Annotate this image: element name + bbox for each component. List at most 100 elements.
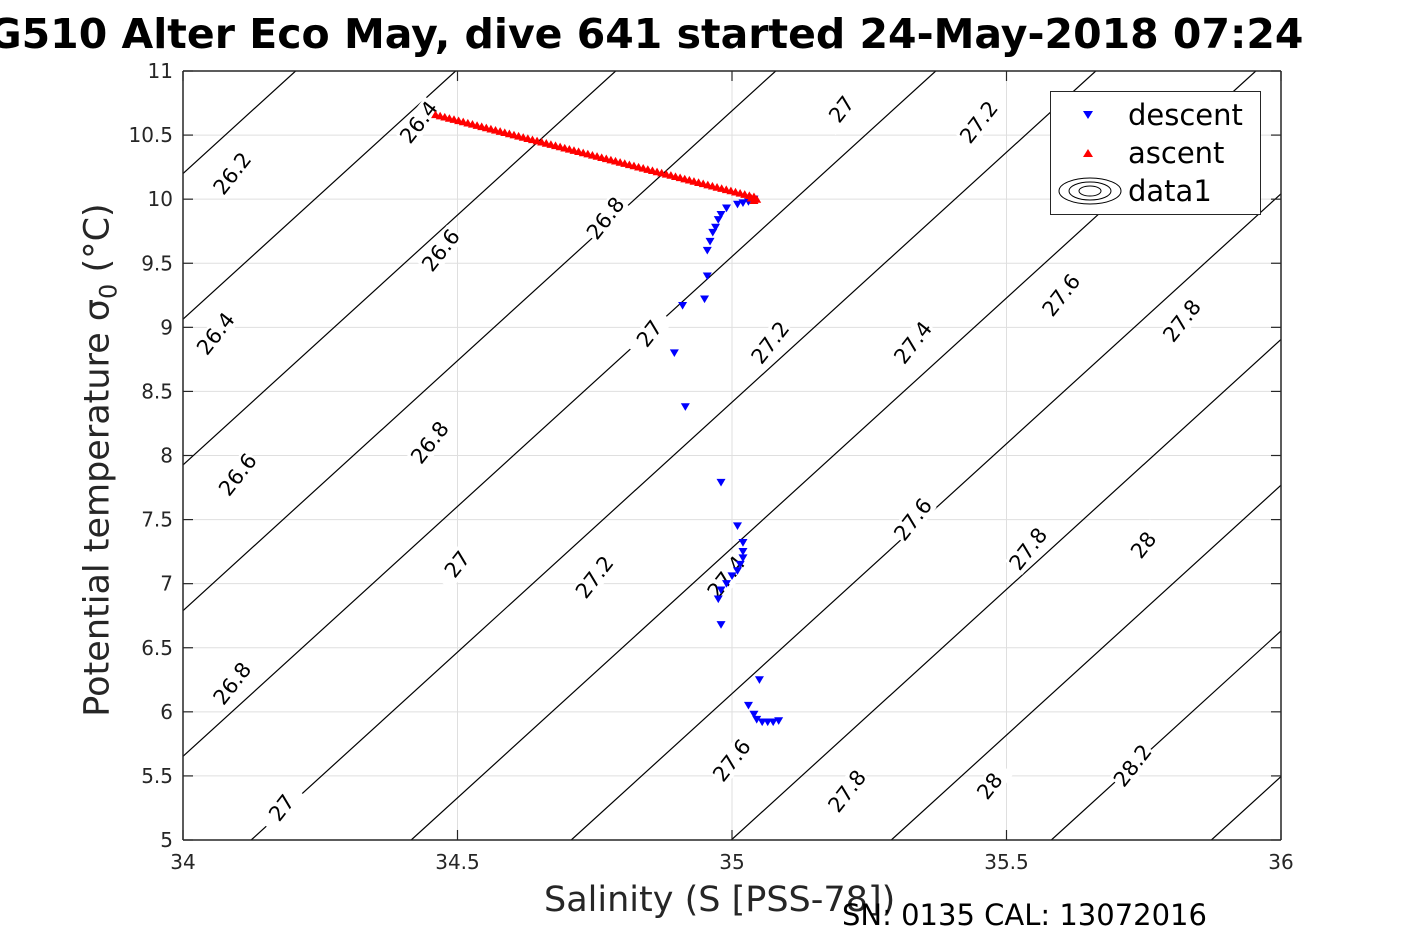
descent-point	[705, 237, 715, 246]
ascent-series	[431, 110, 762, 205]
descent-point	[702, 246, 712, 255]
contour-label-background	[746, 317, 794, 369]
y-tick-label: 10.5	[128, 123, 173, 147]
y-tick-label: 10	[148, 187, 173, 211]
isopycnal-line	[183, 71, 617, 466]
plot-axes: 34 34.5 35 35.5 36 5 5.5 6 6.5 7 7.5 8 8.5 9 9.5 10 10.5…	[128, 59, 1293, 874]
y-axis-label-subscript: 0	[94, 283, 123, 299]
x-tick-label: 34.5	[435, 850, 480, 874]
contour-label-background	[571, 551, 619, 603]
y-tick-label: 11	[148, 59, 173, 83]
contour-label-background	[1120, 519, 1168, 571]
contour-label-background	[708, 734, 756, 787]
contour-symbol-icon	[1058, 177, 1122, 205]
isopycnal-line	[183, 71, 937, 758]
legend-entry-ascent: ascent	[1051, 134, 1260, 172]
legend-label: descent	[1128, 98, 1243, 132]
x-tick-label: 34	[170, 850, 195, 874]
isopycnal-line	[1371, 71, 1417, 840]
contour-label-background	[1037, 269, 1085, 321]
legend: descent ascent data1	[1050, 91, 1261, 215]
descent-point	[700, 295, 710, 304]
y-tick-label: 8.5	[141, 379, 173, 403]
y-tick-label: 6	[160, 700, 173, 724]
isopycnal-line	[890, 484, 1281, 840]
contour-label-background	[208, 147, 256, 200]
contour-label-background	[434, 538, 481, 591]
legend-entry-descent: descent	[1051, 96, 1260, 134]
contour-label-background	[823, 765, 871, 817]
isopycnal-line	[730, 338, 1281, 840]
contour-label-background	[258, 782, 306, 834]
ascent-marker-icon	[1083, 149, 1093, 157]
data-series	[431, 110, 784, 727]
x-tick-label: 35	[719, 850, 744, 874]
contour-label-background	[626, 308, 674, 360]
contour-label-background	[889, 493, 937, 546]
ascent-point	[746, 193, 756, 202]
y-axis-label: Potential temperature σ0 (°C)	[78, 203, 123, 716]
contour-label-background	[889, 317, 937, 369]
legend-label: data1	[1128, 174, 1212, 208]
y-tick-label: 9.5	[141, 251, 173, 275]
descent-point	[708, 228, 718, 237]
descent-point	[738, 539, 748, 547]
contour-label-background	[955, 96, 1003, 148]
descent-point	[716, 621, 726, 629]
x-axis-label: Salinity (S [PSS-78])	[544, 880, 896, 920]
legend-entry-data1: data1	[1051, 172, 1260, 210]
contour-label-background	[582, 192, 630, 245]
y-tick-label: 5	[160, 828, 173, 852]
descent-marker-icon	[1083, 111, 1093, 119]
descent-point	[727, 572, 737, 581]
y-axis-label-unit: (°C)	[77, 203, 118, 284]
isopycnal-line	[183, 71, 777, 612]
contour-label-background	[417, 224, 465, 277]
isopycnal-line	[1050, 630, 1281, 840]
descent-point	[743, 701, 753, 710]
descent-point	[713, 216, 723, 224]
contour-label-background	[395, 96, 443, 148]
descent-point	[722, 580, 732, 588]
descent-point	[678, 301, 688, 310]
descent-point	[716, 478, 726, 487]
descent-point	[732, 567, 742, 575]
contour-label-background	[966, 760, 1014, 812]
descent-point	[738, 548, 748, 556]
contour-label-background	[1158, 295, 1206, 347]
y-tick-label: 8	[160, 444, 173, 468]
contour-label-background	[192, 308, 240, 360]
legend-label: ascent	[1128, 136, 1225, 170]
contour-label-background	[1005, 523, 1052, 575]
descent-point	[680, 403, 690, 411]
y-tick-label: 7.5	[141, 508, 173, 532]
descent-point	[738, 554, 748, 563]
isopycnal-line	[250, 71, 1097, 840]
descent-point	[702, 272, 712, 281]
x-tick-label: 35.5	[984, 850, 1029, 874]
contour-label-background	[208, 657, 256, 710]
y-tick-label: 9	[160, 315, 173, 339]
descent-point	[732, 200, 742, 209]
descent-point	[711, 223, 721, 232]
descent-point	[735, 560, 745, 569]
isopycnal-line	[183, 71, 457, 321]
serial-calibration-note: SN: 0135 CAL: 13072016	[842, 898, 1207, 932]
y-tick-label: 5.5	[141, 764, 173, 788]
contour-label-background	[406, 416, 454, 469]
descent-point	[716, 210, 726, 219]
y-tick-label: 6.5	[141, 636, 173, 660]
descent-point	[754, 676, 764, 684]
descent-point	[749, 710, 759, 719]
descent-point	[774, 717, 784, 725]
x-tick-label: 36	[1268, 850, 1293, 874]
contour-label-background	[1109, 739, 1157, 792]
descent-point	[722, 204, 732, 213]
descent-point	[752, 715, 762, 724]
contour-label-background	[818, 83, 866, 136]
descent-point	[768, 718, 778, 727]
descent-point	[732, 522, 742, 531]
descent-point	[713, 595, 723, 604]
contour-label-background	[214, 449, 262, 501]
y-tick-label: 7	[160, 572, 173, 596]
